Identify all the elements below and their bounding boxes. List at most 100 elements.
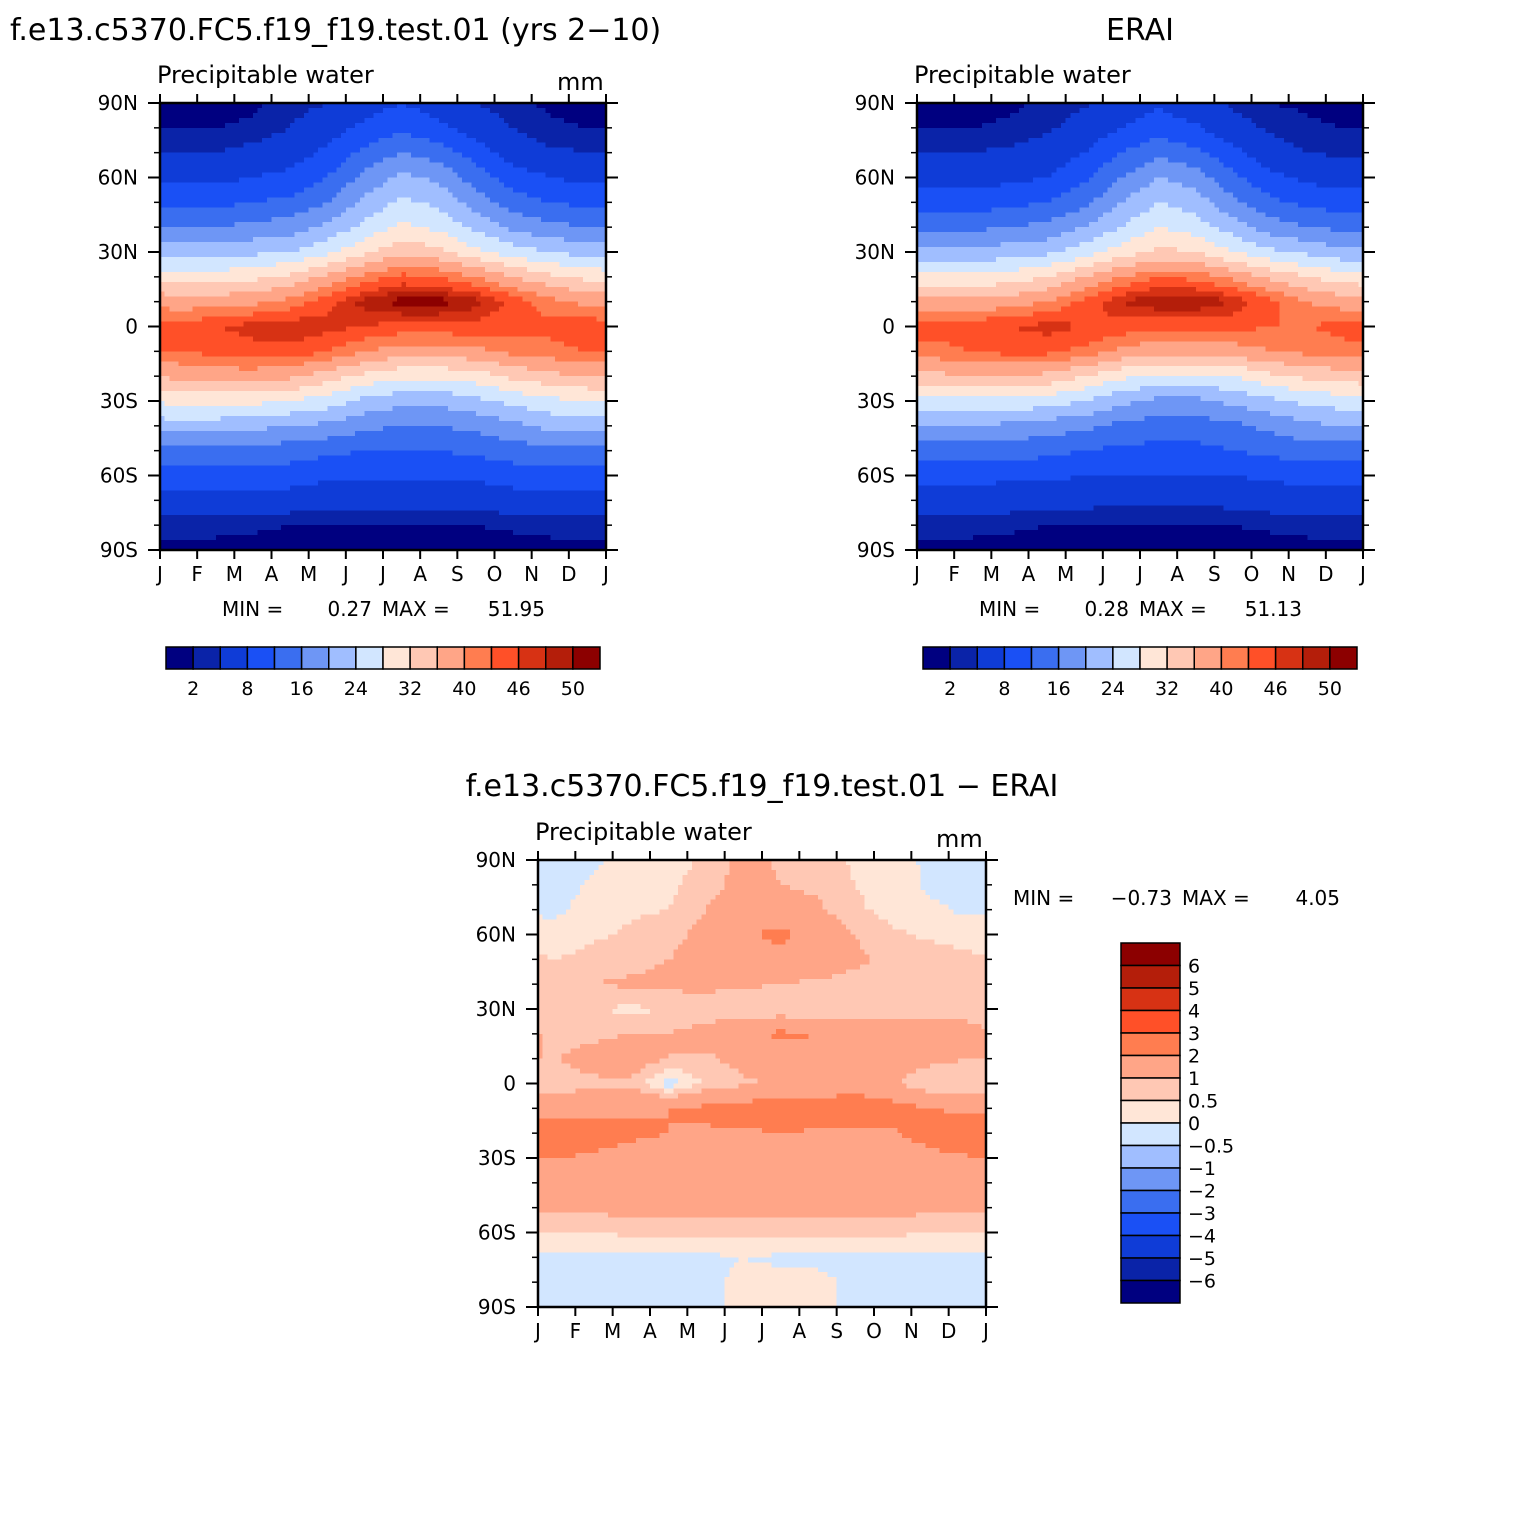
difference-x-tick-label: J [757, 1319, 765, 1343]
model-colorbar-label: 46 [507, 678, 531, 700]
erai-colorbar-label: 16 [1047, 678, 1071, 700]
difference-colorbar-swatch [1120, 1257, 1181, 1282]
model-colorbar-swatch [165, 646, 194, 670]
difference-panel: f.e13.c5370.FC5.f19_f19.test.01 − ERAI P… [466, 769, 1340, 1343]
model-panel: f.e13.c5370.FC5.f19_f19.test.01 (yrs 2−1… [10, 13, 661, 700]
difference-x-tick-label: M [604, 1319, 621, 1343]
model-colorbar-label: 8 [241, 678, 253, 700]
erai-field [917, 103, 1364, 551]
erai-colorbar-label: 32 [1155, 678, 1179, 700]
erai-max-label: MAX = [1139, 597, 1207, 621]
difference-colorbar-swatch [1120, 1032, 1181, 1057]
erai-y-tick-label: 90N [855, 91, 895, 115]
difference-colorbar-swatch [1120, 964, 1181, 989]
difference-title: f.e13.c5370.FC5.f19_f19.test.01 − ERAI [466, 769, 1059, 804]
difference-x-tick-label: N [904, 1319, 919, 1343]
erai-colorbar-swatch [922, 646, 951, 670]
erai-y-tick-label: 30N [855, 240, 895, 264]
erai-x-tick-label: M [1057, 562, 1074, 586]
difference-y-tick-label: 60S [478, 1221, 516, 1245]
model-colorbar-swatch [219, 646, 249, 670]
erai-x-tick-label: N [1281, 562, 1296, 586]
model-colorbar-swatch [463, 646, 493, 670]
difference-x-tick-label: J [533, 1319, 541, 1343]
difference-y-tick-label: 60N [476, 923, 516, 947]
model-colorbar-swatch [409, 646, 438, 670]
model-colorbar-label: 24 [344, 678, 368, 700]
erai-colorbar-label: 46 [1264, 678, 1288, 700]
erai-x-tick-label: J [1098, 562, 1106, 586]
difference-x-tick-label: D [941, 1319, 956, 1343]
model-subtitle: Precipitable water [157, 61, 374, 89]
erai-colorbar-label: 24 [1101, 678, 1125, 700]
model-colorbar-swatch [355, 646, 384, 670]
model-colorbar-swatch [517, 646, 547, 670]
difference-stats: MIN = −0.73 MAX = 4.05 [1013, 886, 1340, 910]
erai-colorbar-swatch [1274, 646, 1304, 670]
difference-colorbar-swatch [1120, 1144, 1181, 1169]
difference-x-tick-label: O [866, 1319, 882, 1343]
model-colorbar-swatch [273, 646, 303, 670]
model-field [160, 103, 607, 551]
erai-colorbar-label: 40 [1209, 678, 1233, 700]
model-x-tick-label: J [378, 562, 386, 586]
model-max-value: 51.95 [488, 597, 545, 621]
erai-stats: MIN = 0.28 MAX = 51.13 [979, 597, 1302, 621]
erai-colorbar-swatch [1193, 646, 1223, 670]
erai-colorbar-swatch [1139, 646, 1168, 670]
difference-colorbar-label: 4 [1188, 1001, 1200, 1023]
erai-colorbar-swatch [1220, 646, 1250, 670]
model-min-label: MIN = [222, 597, 283, 621]
model-colorbar-swatch [300, 646, 330, 670]
model-colorbar-swatch [328, 646, 357, 670]
model-x-tick-label: J [341, 562, 349, 586]
erai-colorbar-label: 8 [998, 678, 1010, 700]
difference-colorbar-swatch [1120, 1189, 1181, 1214]
erai-title: ERAI [1106, 13, 1174, 48]
model-y-tick-label: 0 [125, 315, 138, 339]
difference-subtitle: Precipitable water [535, 818, 752, 846]
difference-field [538, 860, 987, 1308]
difference-y-tick-label: 30S [478, 1146, 516, 1170]
model-x-tick-label: J [155, 562, 163, 586]
difference-y-tick-label: 90N [476, 848, 516, 872]
difference-x-tick-label: A [643, 1319, 657, 1343]
erai-min-value: 0.28 [1084, 597, 1129, 621]
erai-subtitle: Precipitable water [914, 61, 1131, 89]
erai-colorbar-swatch [1166, 646, 1195, 670]
difference-colorbar-swatch [1120, 1167, 1181, 1192]
model-colorbar: 2 8 16 24 32 40 46 50 [165, 646, 601, 700]
model-colorbar-label: 2 [187, 678, 199, 700]
erai-colorbar-swatch [1302, 646, 1331, 670]
model-units: mm [557, 68, 604, 96]
difference-x-tick-label: J [720, 1319, 728, 1343]
difference-colorbar-label: −3 [1188, 1203, 1216, 1225]
difference-colorbar-swatch [1120, 1009, 1181, 1034]
difference-y-tick-label: 90S [478, 1295, 516, 1319]
erai-x-tick-label: J [1135, 562, 1143, 586]
model-colorbar-label: 40 [452, 678, 476, 700]
difference-colorbar-label: −4 [1188, 1226, 1216, 1248]
erai-colorbar-label: 2 [944, 678, 956, 700]
erai-y-tick-label: 0 [882, 315, 895, 339]
erai-colorbar-swatch [1003, 646, 1033, 670]
difference-max-label: MAX = [1182, 886, 1250, 910]
model-y-tick-label: 30N [98, 240, 138, 264]
erai-max-value: 51.13 [1245, 597, 1302, 621]
model-colorbar-swatch [545, 646, 574, 670]
erai-colorbar-swatch [1030, 646, 1060, 670]
difference-colorbar-swatch [1120, 1122, 1181, 1147]
model-x-tick-label: N [524, 562, 539, 586]
difference-colorbar-label: −1 [1188, 1158, 1216, 1180]
erai-colorbar: 2 8 16 24 32 40 46 50 [922, 646, 1358, 700]
model-colorbar-swatch [436, 646, 466, 670]
model-x-tick-label: O [487, 562, 503, 586]
difference-colorbar-label: −6 [1188, 1271, 1216, 1293]
model-colorbar-label: 32 [398, 678, 422, 700]
model-y-tick-label: 90S [100, 538, 138, 562]
erai-x-tick-label: M [983, 562, 1000, 586]
difference-colorbar-swatch [1120, 1099, 1181, 1124]
model-colorbar-swatch [246, 646, 276, 670]
model-colorbar-label: 16 [290, 678, 314, 700]
